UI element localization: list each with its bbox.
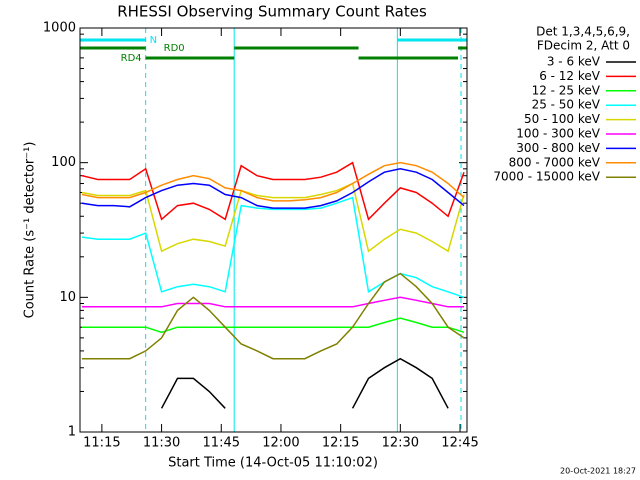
legend-label: 7000 - 15000 keV — [493, 170, 600, 184]
legend-label: 3 - 6 keV — [547, 55, 601, 69]
series-line — [82, 296, 464, 308]
series-line — [82, 317, 465, 334]
series-line — [82, 272, 465, 360]
x-tick-label: 11:15 — [83, 436, 120, 451]
legend-label: 800 - 7000 keV — [509, 155, 601, 169]
legend-label: 25 - 50 keV — [532, 98, 601, 112]
x-tick-label: 12:30 — [382, 436, 419, 451]
x-axis-label: Start Time (14-Oct-05 11:10:02) — [168, 456, 378, 471]
y-tick-label: 100 — [51, 155, 76, 170]
y-tick-label: 1000 — [43, 21, 76, 36]
status-label: RD0 — [164, 43, 185, 54]
x-tick-label: 11:30 — [143, 436, 180, 451]
series-line — [81, 168, 465, 209]
legend-label: 6 - 12 keV — [539, 69, 601, 83]
y-tick-label: 10 — [59, 290, 76, 305]
chart-title: RHESSI Observing Summary Count Rates — [117, 3, 427, 21]
x-tick-label: 12:00 — [262, 436, 299, 451]
y-tick-label: 1 — [68, 425, 76, 440]
status-label: RD4 — [121, 53, 142, 64]
x-tick-label: 12:15 — [322, 436, 359, 451]
x-tick-label: 11:45 — [203, 436, 240, 451]
plot-frame — [79, 27, 468, 433]
legend-label: 50 - 100 keV — [524, 112, 601, 126]
legend-header: Det 1,3,4,5,6,9, — [536, 25, 630, 39]
legend-label: 100 - 300 keV — [516, 127, 600, 141]
legend-label: 300 - 800 keV — [516, 141, 600, 155]
status-label: N — [150, 35, 157, 46]
legend-header: FDecim 2, Att 0 — [537, 39, 630, 53]
x-tick-label: 12:45 — [441, 436, 478, 451]
legend-label: 12 - 25 keV — [532, 83, 601, 97]
y-axis-label: Count Rate (s⁻¹ detector⁻¹) — [23, 142, 38, 319]
footer-date: 20-Oct-2021 18:27 — [560, 467, 636, 476]
series-line — [81, 161, 465, 202]
series-line — [81, 182, 465, 253]
series-line — [160, 357, 449, 409]
series-line — [81, 161, 465, 221]
